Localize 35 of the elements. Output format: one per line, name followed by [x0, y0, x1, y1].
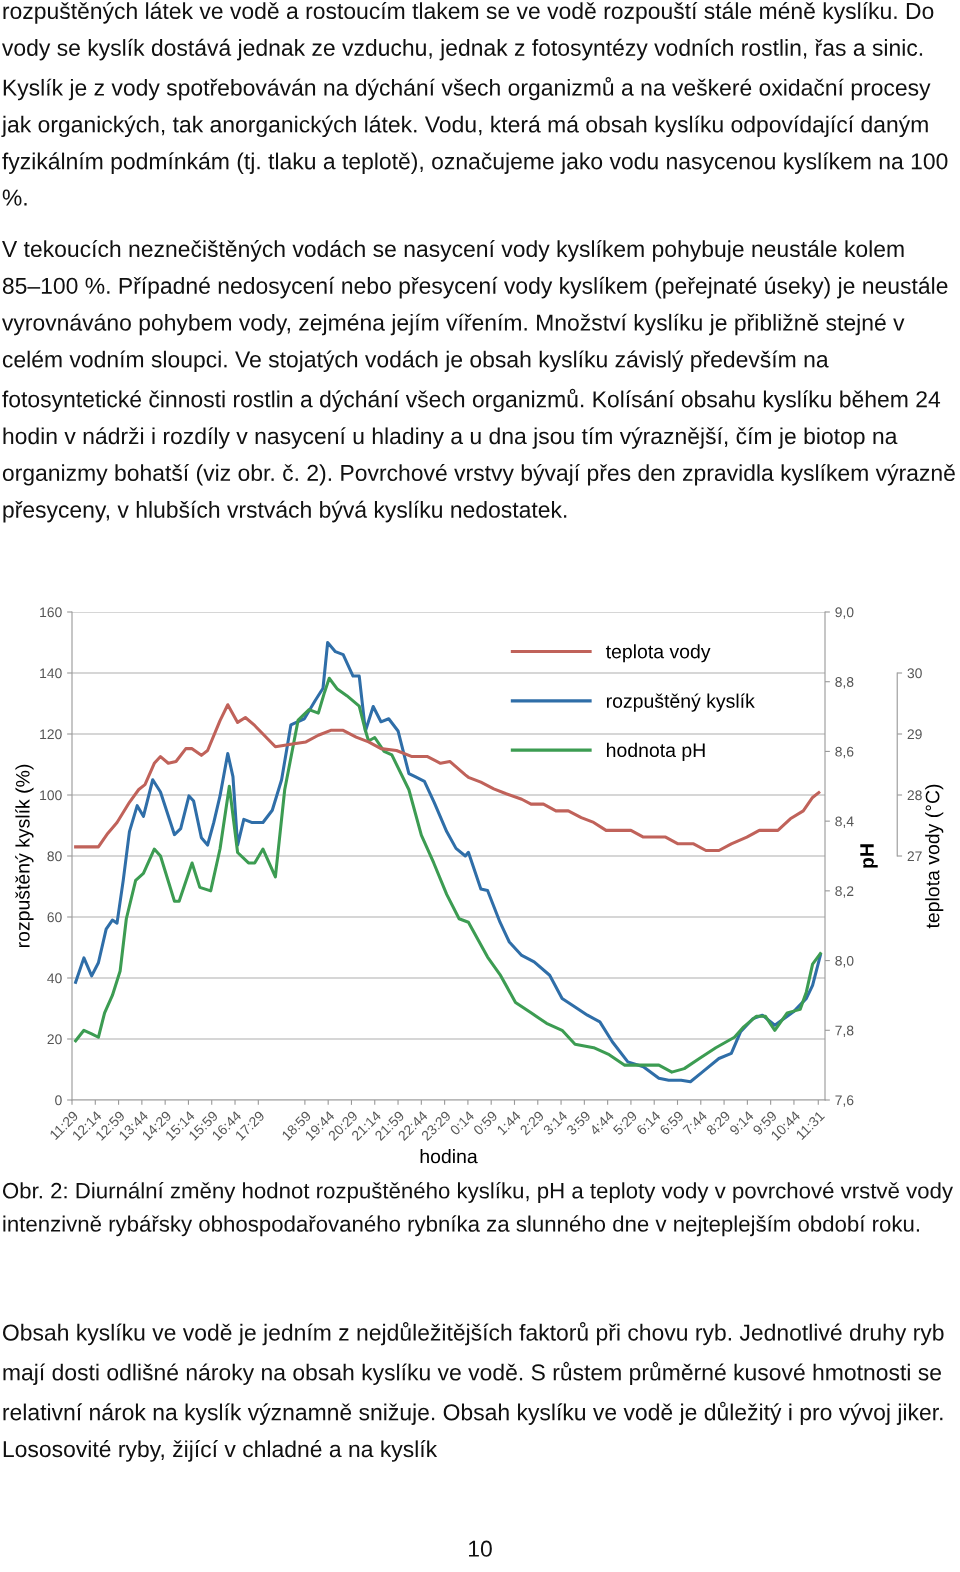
y2-tick-label: 8,4 — [835, 816, 854, 828]
y2-tick-label: 8,6 — [835, 746, 854, 759]
y2-tick-label: 7,8 — [835, 1025, 854, 1038]
y3-tick-label: 28 — [907, 790, 922, 801]
legend-label: rozpuštěný kyslík — [606, 693, 755, 712]
y-tick-label: 80 — [47, 851, 62, 862]
y2-tick-label: 8,0 — [835, 955, 854, 968]
y2-tick-label: 8,2 — [835, 886, 854, 898]
legend-label: hodnota pH — [607, 742, 705, 761]
y-tick-label: 140 — [40, 668, 62, 679]
y2-tick-label: 7,6 — [835, 1095, 854, 1107]
y3-tick-label: 29 — [907, 729, 922, 740]
text: Obr. 2: Diurnální změny hodnot rozpuštěného kyslíku, pH a teploty vody v povrchové vrstvě vody intenzivně rybářsky obhospodařovaného rybníka za slunného dne v nejteplejším období roku. — [2, 1182, 953, 1237]
x-axis-title: hodina — [420, 1149, 478, 1164]
y2-tick-label: 8,8 — [835, 677, 854, 689]
legend-label: teplota vody — [605, 644, 711, 663]
y-tick-label: 160 — [40, 607, 62, 618]
y-tick-label: 100 — [40, 790, 62, 801]
y-tick-label: 0 — [55, 1095, 62, 1106]
y3-axis-title: teplota vody (°C) — [925, 784, 944, 929]
y-tick-label: 60 — [47, 912, 62, 923]
y-tick-label: 40 — [47, 973, 62, 984]
text: 10 — [469, 1540, 492, 1557]
y3-tick-label: 27 — [907, 851, 922, 862]
x-tick-label: 7:44 — [682, 1110, 708, 1136]
text: Obsah kyslíku ve vodě je jedním z nejdůležitějších faktorů při chovu ryb. Jednotlivé druhy ryb mají dosti odlišné nároky na obsah kyslíku ve vodě. S růstem průměrné kusové hmotnosti se relativní nárok na kyslík významně snižuje. Obsah kyslíku ve vodě je důležitý i pro vývoj jiker. Lososovité ryby, žijící v chladné a na kyslík — [3, 1322, 944, 1462]
y2-axis-title: pH — [860, 844, 878, 868]
y3-tick-label: 30 — [907, 668, 922, 679]
y2-tick-label: 9,0 — [835, 607, 854, 619]
x-tick-label: 4:44 — [589, 1110, 615, 1136]
y-tick-label: 120 — [40, 729, 62, 740]
y-axis-title: rozpuštěný kyslík (%) — [15, 764, 34, 948]
text: V tekoucích neznečištěných vodách se nasycení vody kyslíkem pohybuje neustále kolem 85–100 %. Případné nedosycení nebo přesycení vody kyslíkem (peřejnaté úseky) je neustále vyrovnáváno pohybem vody, zejména jejím vířením. Množství kyslíku je přibližně stejné v celém vodním sloupci. Ve stojatých vodách je obsah kyslíku závislý především na fotosyntetické činnosti rostlin a dýchání všech organizmů. Kolísání obsahu kyslíku během 24 hodin v nádrži i rozdíly v nasycení u hladiny a u dna jsou tím výraznější, čím je biotop na organizmy bohatší (viz obr. č. 2). Povrchové vrstvy bývají přes den zpravidla kyslíkem výrazně přesyceny, v hlubších vrstvách bývá kyslíku nedostatek. — [2, 240, 955, 523]
y-tick-label: 20 — [47, 1034, 62, 1045]
text: rozpuštěných látek ve vodě a rostoucím tlakem se ve vodě rozpouští stále méně kyslíku. Do vody se kyslík dostává jednak ze vzduchu, jednak z fotosyntézy vodních rostlin, řas a sinic. Kyslík je z vody spotřebováván na dýchání všech organizmů a na veškeré oxidační procesy jak organických, tak anorganických látek. Vodu, která má obsah kyslíku odpovídající daným fyzikálním podmínkám (tj. tlaku a teplotě), označujeme jako vodu nasycenou kyslíkem na 100 %. — [1, 2, 948, 206]
